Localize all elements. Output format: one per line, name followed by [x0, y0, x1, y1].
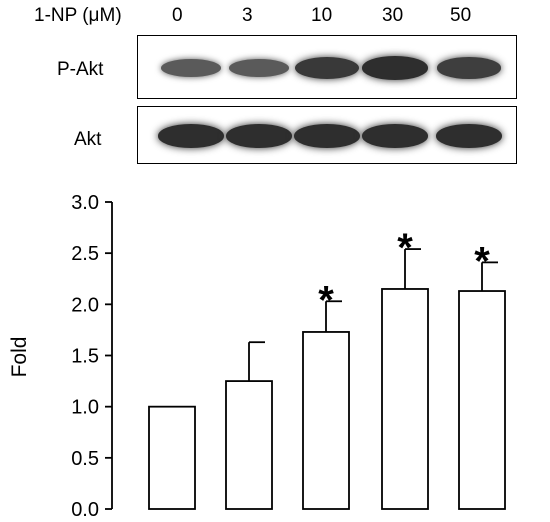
bar-50	[458, 290, 506, 510]
p-akt-blot-strip	[137, 35, 517, 99]
significance-marker-10: *	[318, 278, 334, 322]
akt-band-4	[436, 124, 502, 148]
akt-band-0	[158, 124, 224, 148]
y-axis: 0.0 0.5 1.0 1.5 2.0 2.5 3.0	[71, 192, 113, 521]
dose-label-50: 50	[450, 5, 472, 26]
y-tick-label-6: 3.0	[71, 192, 99, 214]
y-tick-label-3: 1.5	[71, 346, 99, 368]
y-tick-label-4: 2.0	[71, 294, 99, 316]
dose-label-30: 30	[382, 5, 404, 26]
p-akt-band-2	[295, 57, 359, 79]
dose-label-0: 0	[172, 5, 183, 26]
y-axis-label: Fold	[8, 337, 31, 378]
y-tick-label-2: 1.0	[71, 397, 99, 419]
y-tick-label-0: 0.0	[71, 499, 99, 521]
akt-band-3	[362, 124, 428, 148]
dose-axis-label: 1-NP (μM)	[34, 5, 122, 26]
p-akt-band-0	[161, 59, 221, 77]
bar-30	[381, 288, 429, 510]
significance-marker-30: *	[397, 226, 413, 270]
row-label-p-akt: P-Akt	[57, 59, 104, 80]
akt-band-2	[294, 124, 360, 148]
p-akt-band-4	[437, 57, 501, 79]
western-blot-panel: 1-NP (μM) 0 3 10 30 50 P-Akt Akt	[0, 0, 550, 170]
akt-blot-strip	[137, 106, 517, 164]
dose-label-10: 10	[311, 5, 333, 26]
bar-series: * * *	[148, 226, 506, 510]
significance-marker-50: *	[474, 239, 490, 283]
row-label-akt: Akt	[74, 129, 102, 150]
akt-band-1	[226, 124, 292, 148]
dose-label-3: 3	[242, 5, 253, 26]
bar-3	[225, 380, 273, 510]
p-akt-band-1	[229, 59, 289, 77]
y-tick-label-5: 2.5	[71, 243, 99, 265]
bar-10	[302, 331, 350, 510]
y-tick-label-1: 0.5	[71, 448, 99, 470]
bar-0	[148, 405, 196, 510]
p-akt-band-3	[362, 56, 428, 80]
